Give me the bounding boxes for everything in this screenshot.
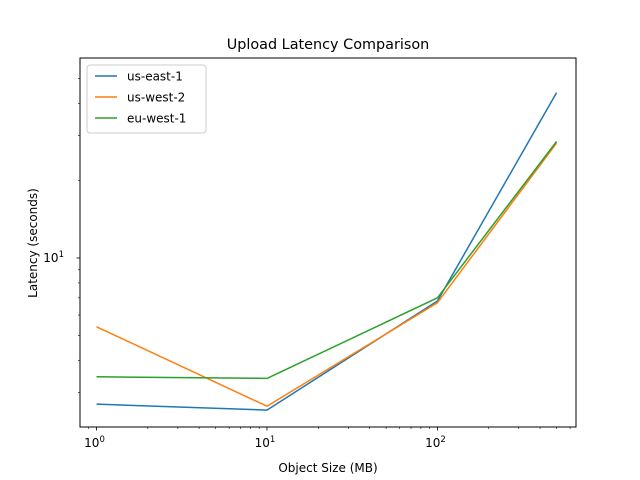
series-line-eu-west-1 <box>96 141 558 380</box>
legend: us-east-1 us-west-2 eu-west-1 <box>86 64 207 134</box>
x-tick-label: 101 <box>255 435 276 450</box>
x-axis: 100 101 102 <box>84 427 571 450</box>
y-axis-label: Latency (seconds) <box>26 188 40 298</box>
legend-label: eu-west-1 <box>127 112 186 126</box>
series-line-us-west-2 <box>96 142 558 407</box>
legend-box <box>86 64 207 134</box>
axes-frame <box>79 57 577 428</box>
x-tick-label: 100 <box>84 435 105 450</box>
y-tick-label: 101 <box>43 250 64 265</box>
legend-label: us-east-1 <box>127 70 183 84</box>
y-axis: 101 <box>43 78 80 393</box>
series-line-us-east-1 <box>96 92 558 411</box>
legend-label: us-west-2 <box>127 91 185 105</box>
chart-title: Upload Latency Comparison <box>227 37 430 53</box>
x-axis-label: Object Size (MB) <box>278 461 377 475</box>
x-tick-label: 102 <box>425 435 446 450</box>
plot-area <box>96 92 558 411</box>
